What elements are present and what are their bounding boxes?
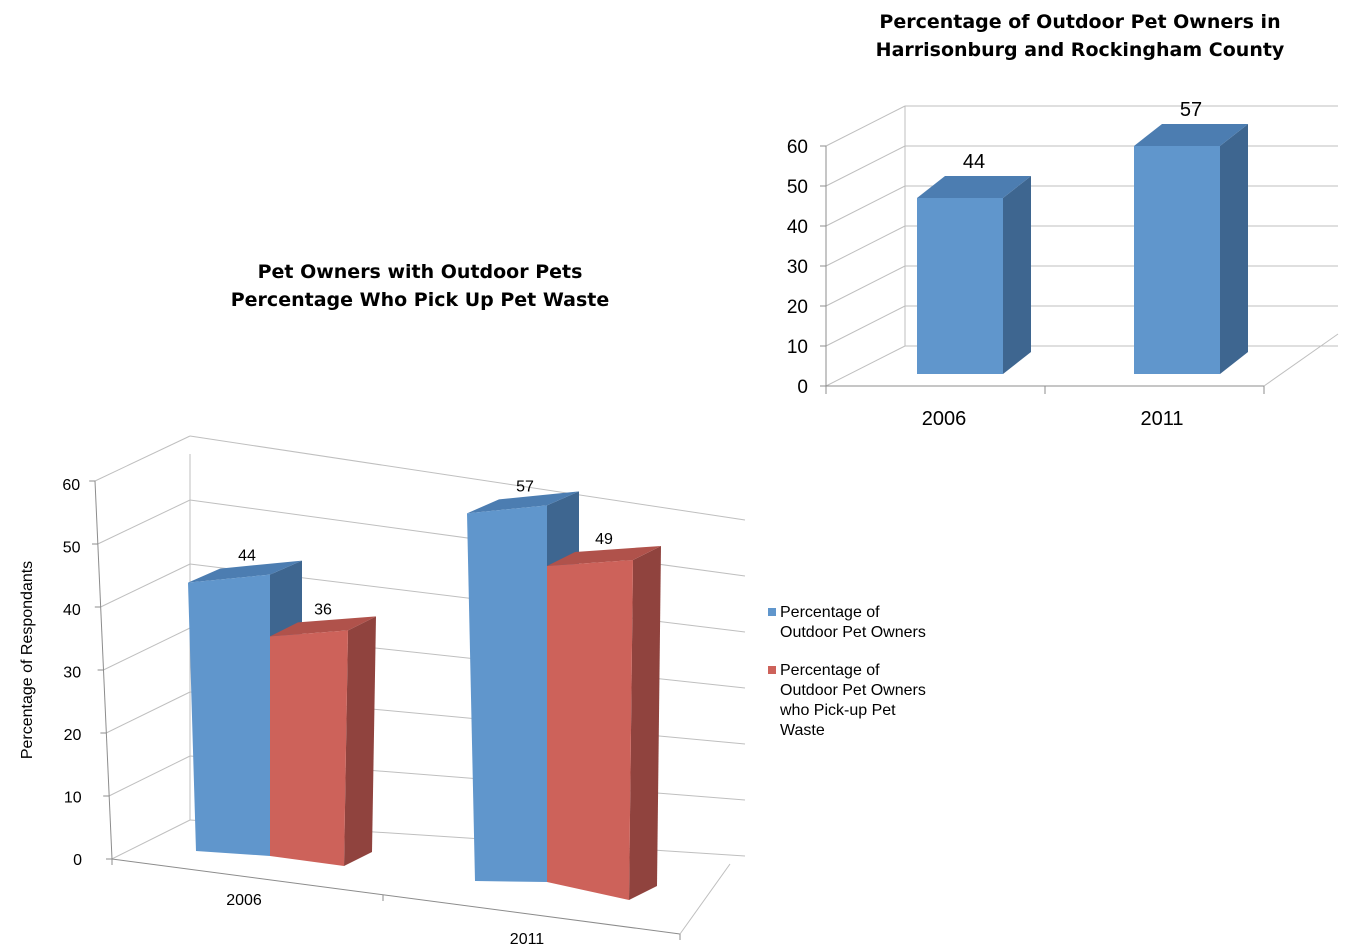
legend-item-owners: Percentage of Outdoor Pet Owners <box>768 603 928 643</box>
gridline-depth <box>826 186 905 226</box>
gridline-depth <box>106 692 190 733</box>
y-tick-label: 50 <box>787 177 808 198</box>
x-tick-label: 2011 <box>1140 408 1183 430</box>
gridline-depth <box>826 226 905 266</box>
data-label: 57 <box>1180 99 1202 121</box>
y-tick-label: 30 <box>787 257 808 278</box>
x-tick-label: 2011 <box>510 931 545 946</box>
bar-pickup-waste <box>547 560 633 900</box>
bar-pickup-waste-side <box>629 546 661 900</box>
gridline <box>190 436 745 520</box>
bar-outdoor-owners-side <box>1003 176 1031 374</box>
data-label: 57 <box>516 478 534 495</box>
legend-swatch-red <box>768 666 776 674</box>
bar-outdoor-owners <box>1134 146 1220 374</box>
y-tick-label: 10 <box>787 337 808 358</box>
y-tick-label: 30 <box>63 665 81 682</box>
y-tick-label: 0 <box>797 377 808 398</box>
gridline-depth <box>95 436 190 481</box>
gridline-depth <box>826 346 905 386</box>
bar-outdoor-owners <box>467 505 547 882</box>
gridline-depth <box>826 306 905 346</box>
legend: Percentage of Outdoor Pet Owners Percent… <box>768 603 928 759</box>
y-tick-label: 20 <box>787 297 808 318</box>
data-label: 49 <box>595 531 613 548</box>
legend-item-pickup: Percentage of Outdoor Pet Owners who Pic… <box>768 661 928 741</box>
gridline-depth <box>98 500 190 544</box>
gridline-depth <box>112 820 190 859</box>
y-tick-label: 60 <box>62 477 80 494</box>
x-tick-label: 2006 <box>922 408 967 430</box>
gridline-depth <box>826 146 905 186</box>
y-tick-label: 0 <box>73 852 82 869</box>
bar-outdoor-owners <box>188 575 270 856</box>
bar-outdoor-owners-side <box>1220 124 1248 374</box>
data-label: 36 <box>314 601 332 618</box>
legend-label: Percentage of Outdoor Pet Owners <box>780 604 926 641</box>
y-tick-label: 10 <box>64 790 82 807</box>
gridline-depth <box>109 756 190 796</box>
gridline-depth <box>103 628 190 670</box>
gridline-depth <box>826 106 905 146</box>
gridline-depth <box>826 266 905 306</box>
bar-pickup-waste <box>270 630 348 866</box>
bar-pickup-waste-side <box>344 616 376 866</box>
y-tick-label: 20 <box>64 727 82 744</box>
y-tick-label: 40 <box>63 602 81 619</box>
gridline-depth <box>101 564 190 607</box>
y-tick-label: 40 <box>787 217 808 238</box>
data-label: 44 <box>238 548 256 565</box>
floor-edge <box>1264 334 1338 386</box>
legend-swatch-blue <box>768 608 776 616</box>
y-tick-label: 60 <box>787 137 808 158</box>
legend-label: Percentage of Outdoor Pet Owners who Pic… <box>780 662 926 739</box>
x-tick-label: 2006 <box>226 892 262 909</box>
y-tick-label: 50 <box>63 540 81 557</box>
bar-outdoor-owners <box>917 198 1003 374</box>
data-label: 44 <box>963 151 985 173</box>
floor-edge <box>680 864 730 934</box>
y-axis-title: Percentage of Respondants <box>19 561 36 759</box>
